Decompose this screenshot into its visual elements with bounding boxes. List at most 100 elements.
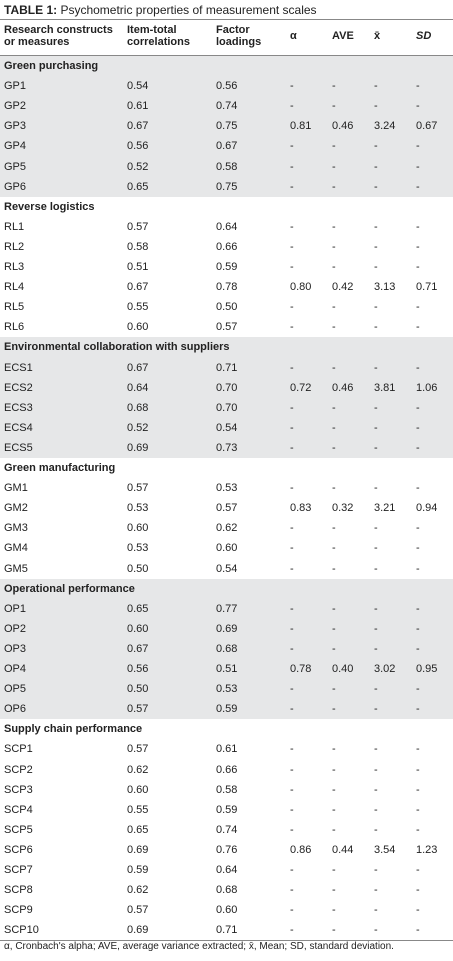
cell: - (332, 642, 336, 655)
cell: - (332, 321, 336, 334)
cell: - (332, 301, 336, 314)
cell: - (290, 864, 294, 876)
cell: SCP3 (4, 783, 33, 796)
cell: 0.60 (127, 783, 149, 796)
cell: SCP7 (4, 864, 33, 876)
cell: - (374, 140, 378, 153)
cell: - (290, 140, 294, 153)
cell: - (332, 140, 336, 153)
cell: - (416, 602, 420, 615)
cell: 0.75 (216, 120, 238, 133)
cell: - (374, 522, 378, 535)
cell: - (416, 421, 420, 434)
cell: OP1 (4, 602, 27, 615)
cell: 0.54 (216, 421, 238, 434)
cell: 0.53 (127, 502, 149, 515)
cell: - (416, 864, 420, 876)
cell: GP1 (4, 80, 27, 93)
cell: - (332, 361, 336, 374)
cell: 0.40 (332, 663, 354, 675)
cell: GP3 (4, 120, 27, 133)
cell: 0.74 (216, 823, 238, 836)
cell: 0.80 (290, 281, 312, 294)
cell: 0.73 (216, 441, 238, 454)
cell: OP2 (4, 622, 27, 635)
cell: - (374, 180, 378, 193)
cell: - (332, 401, 336, 414)
cell: 0.68 (216, 642, 238, 655)
cell: - (332, 240, 336, 253)
cell: - (290, 80, 294, 93)
cell: 0.57 (127, 482, 149, 495)
cell: GM3 (4, 522, 28, 535)
cell: - (374, 220, 378, 233)
cell: 0.62 (127, 884, 149, 897)
cell: GM4 (4, 542, 28, 555)
cell: 0.68 (127, 401, 149, 414)
cell: - (374, 361, 378, 374)
cell: - (290, 683, 294, 696)
cell: 0.76 (216, 843, 238, 856)
cell: RL2 (4, 240, 25, 253)
cell: - (290, 763, 294, 776)
cell: 0.67 (127, 120, 149, 133)
cell: - (416, 743, 420, 756)
section-band (0, 337, 453, 458)
cell: GM1 (4, 482, 28, 495)
cell: - (374, 683, 378, 696)
cell: 0.60 (216, 904, 238, 917)
cell: 0.54 (216, 562, 238, 575)
cell: - (290, 401, 294, 414)
section-title: Supply chain performance (4, 723, 143, 736)
cell: RL5 (4, 301, 25, 314)
cell: - (332, 602, 336, 615)
cell: 0.67 (127, 361, 149, 374)
cell: - (332, 220, 336, 233)
cell: 0.32 (332, 502, 354, 515)
cell: - (290, 522, 294, 535)
cell: 0.53 (216, 482, 238, 495)
cell: 0.50 (127, 562, 149, 575)
cell: - (332, 421, 336, 434)
header-cell: SD (416, 30, 432, 42)
cell: 0.69 (127, 924, 149, 937)
cell: - (374, 301, 378, 314)
cell: 0.65 (127, 180, 149, 193)
cell: - (416, 140, 420, 153)
cell: 0.56 (216, 80, 238, 93)
cell: - (416, 522, 420, 535)
section-band (0, 578, 453, 720)
cell: 0.60 (127, 522, 149, 535)
cell: 0.65 (127, 602, 149, 615)
cell: - (332, 924, 336, 937)
cell: - (290, 904, 294, 917)
cell: - (416, 763, 420, 776)
cell: ECS3 (4, 401, 33, 414)
cell: - (416, 240, 420, 253)
cell: RL6 (4, 321, 25, 334)
cell: - (290, 622, 294, 635)
cell: 0.42 (332, 281, 354, 294)
section-title: Reverse logistics (4, 200, 95, 213)
cell: 0.78 (290, 663, 312, 675)
cell: - (332, 683, 336, 696)
cell: - (374, 160, 378, 173)
cell: - (374, 441, 378, 454)
cell: 0.77 (216, 602, 238, 615)
footnote: α, Cronbach's alpha; AVE, average varian… (4, 941, 394, 952)
cell: 0.72 (290, 381, 312, 394)
cell: - (374, 884, 378, 897)
section-title: Green manufacturing (4, 462, 116, 474)
cell: - (290, 180, 294, 193)
cell: - (290, 602, 294, 615)
cell: - (332, 703, 336, 716)
cell: - (290, 562, 294, 575)
cell: - (374, 421, 378, 434)
cell: - (332, 763, 336, 776)
cell: - (332, 522, 336, 535)
cell: 0.70 (216, 401, 238, 414)
header-cell: Research constructs or measures (4, 24, 113, 48)
cell: - (416, 924, 420, 937)
header-cell: α (290, 30, 297, 42)
cell: - (374, 703, 378, 716)
